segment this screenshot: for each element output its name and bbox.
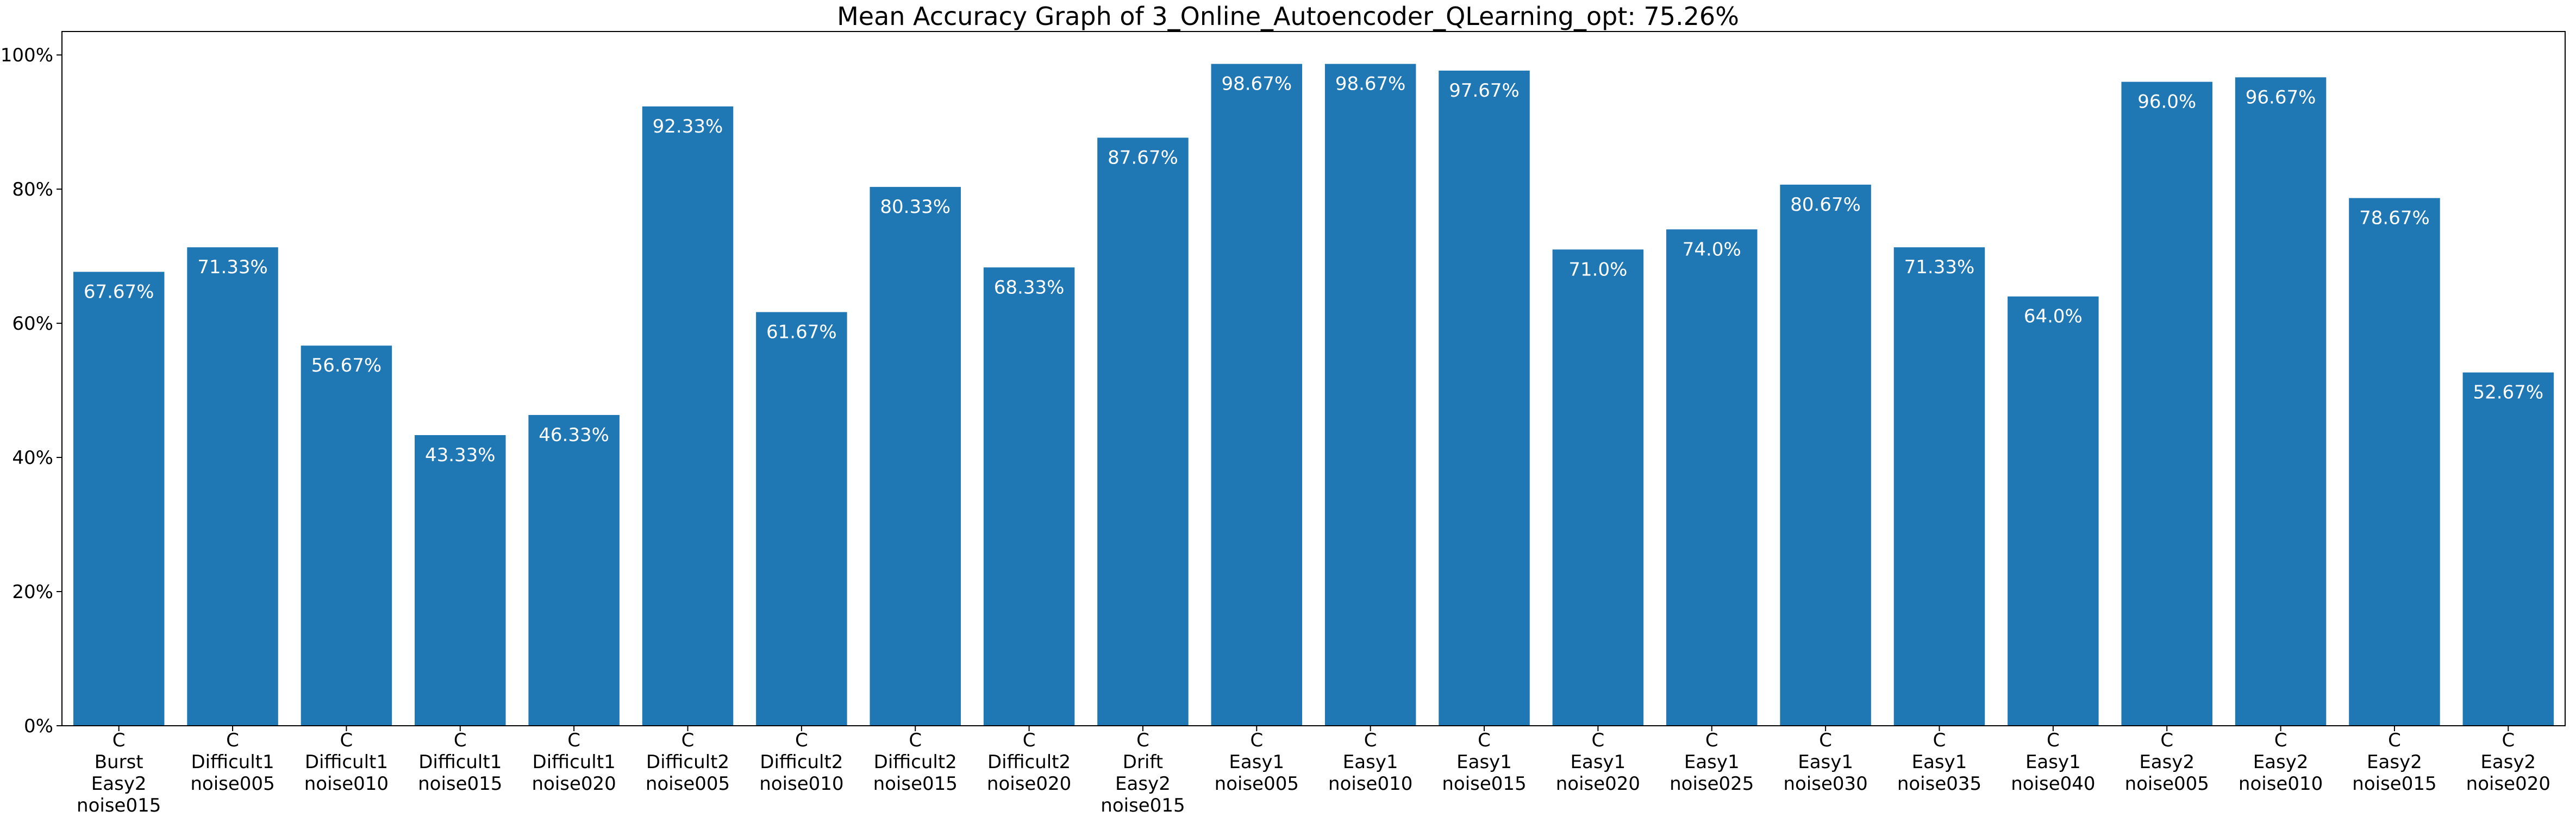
bar-value-label: 80.67% (1790, 194, 1861, 216)
x-tick-label: C Easy1 noise035 (1897, 730, 1981, 795)
x-tick-label: C Drift Easy2 noise015 (1101, 730, 1185, 815)
bar-value-label: 52.67% (2473, 382, 2543, 404)
y-tick-label: 60% (12, 313, 53, 335)
bar (642, 106, 734, 726)
x-tick-label: C Difficult2 noise005 (646, 730, 730, 795)
x-tick-label: C Difficult2 noise015 (873, 730, 958, 795)
bar-value-label: 74.0% (1683, 238, 1741, 260)
bar-value-label: 71.33% (1904, 256, 1975, 278)
bar-value-label: 46.33% (539, 424, 609, 446)
bar (1097, 137, 1189, 726)
bar-value-label: 61.67% (766, 322, 837, 343)
y-tick-label: 80% (12, 179, 53, 200)
bar-value-label: 97.67% (1449, 80, 1520, 102)
bar-value-label: 78.67% (2359, 208, 2430, 229)
bar-value-label: 96.67% (2246, 86, 2316, 108)
x-tick-label: C Easy1 noise005 (1215, 730, 1299, 795)
bar-value-label: 71.0% (1568, 259, 1627, 280)
bar (528, 414, 620, 726)
bar (1552, 249, 1644, 726)
x-tick-label: C Easy1 noise020 (1556, 730, 1640, 795)
bar-value-label: 96.0% (2137, 91, 2196, 113)
x-tick-label: C Easy2 noise015 (2352, 730, 2436, 795)
bar-value-label: 43.33% (425, 444, 496, 466)
x-tick-label: C Difficult1 noise010 (304, 730, 389, 795)
x-tick-label: C Easy2 noise010 (2239, 730, 2323, 795)
x-tick-label: C Easy1 noise025 (1670, 730, 1754, 795)
x-tick-label: C Difficult1 noise020 (532, 730, 616, 795)
x-tick-label: C Difficult1 noise015 (418, 730, 502, 795)
bar-value-label: 87.67% (1108, 147, 1178, 168)
bar-value-label: 56.67% (311, 355, 382, 376)
y-tick-label: 100% (1, 45, 53, 66)
y-tick-label: 20% (12, 581, 53, 603)
bar-value-label: 80.33% (880, 196, 951, 218)
bar (1324, 64, 1416, 726)
y-tick-label: 0% (24, 715, 53, 737)
bar-value-label: 92.33% (653, 116, 723, 137)
bar-value-label: 67.67% (84, 281, 154, 303)
bar (2121, 81, 2212, 726)
bar (2235, 77, 2327, 726)
bar-value-label: 68.33% (994, 276, 1065, 298)
bar (415, 435, 506, 726)
bar (1893, 247, 1985, 726)
bar-value-label: 64.0% (2024, 306, 2083, 328)
bar (301, 345, 392, 726)
bar (187, 247, 278, 726)
x-tick-label: C Easy2 noise005 (2125, 730, 2209, 795)
x-tick-label: C Easy1 noise015 (1442, 730, 1526, 795)
x-tick-label: C Burst Easy2 noise015 (77, 730, 161, 815)
bar (1666, 229, 1758, 726)
bar (2462, 372, 2554, 726)
bar (756, 312, 847, 726)
bar (2008, 296, 2099, 726)
x-tick-label: C Easy2 noise020 (2466, 730, 2550, 795)
x-tick-label: C Difficult1 noise005 (190, 730, 274, 795)
bar (1439, 70, 1530, 726)
bar (983, 267, 1075, 726)
x-tick-label: C Easy1 noise030 (1783, 730, 1867, 795)
bar (2349, 198, 2440, 726)
x-tick-label: C Difficult2 noise010 (759, 730, 843, 795)
bar-value-label: 98.67% (1335, 73, 1406, 95)
bar-value-label: 71.33% (197, 256, 268, 278)
bar (870, 187, 961, 726)
bar-value-label: 98.67% (1221, 73, 1292, 95)
x-tick-label: C Difficult2 noise020 (987, 730, 1071, 795)
chart-title: Mean Accuracy Graph of 3_Online_Autoenco… (837, 2, 1739, 31)
bar (1780, 184, 1871, 726)
y-tick-label: 40% (12, 447, 53, 469)
bar (1211, 64, 1303, 726)
bar (73, 272, 165, 726)
plot-area-frame (61, 31, 2566, 726)
x-tick-label: C Easy1 noise010 (1328, 730, 1412, 795)
x-tick-label: C Easy1 noise040 (2011, 730, 2095, 795)
